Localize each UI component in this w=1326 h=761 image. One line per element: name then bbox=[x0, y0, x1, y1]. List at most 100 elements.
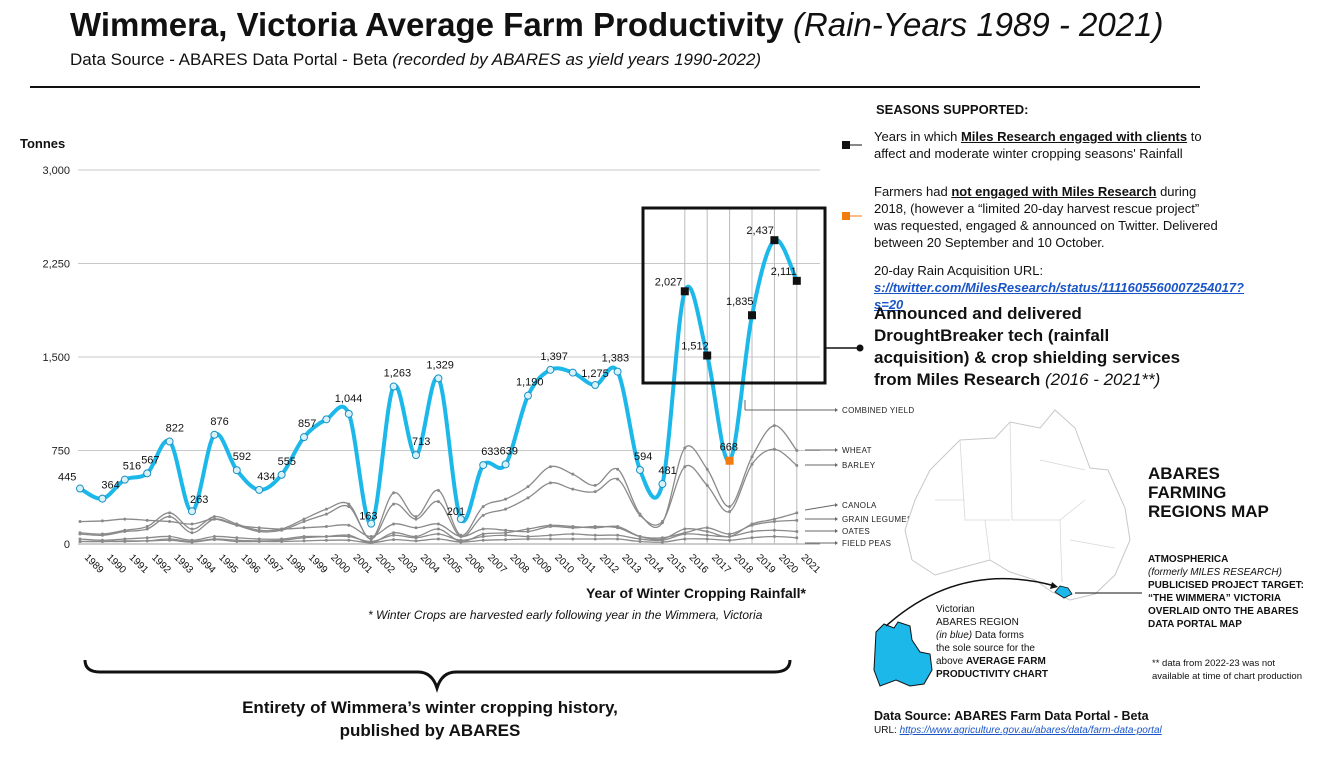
footnote2-line: available at time of chart production bbox=[1152, 671, 1302, 682]
series-point bbox=[616, 526, 620, 530]
series-point bbox=[392, 491, 396, 495]
series-point bbox=[683, 537, 687, 541]
subtitle-main: Data Source - ABARES Data Portal - Beta bbox=[70, 50, 388, 69]
series-point bbox=[257, 530, 261, 534]
data-label: 1,190 bbox=[516, 377, 544, 389]
data-source-url: URL: https://www.agriculture.gov.au/abar… bbox=[874, 725, 1162, 736]
series-point bbox=[145, 527, 149, 531]
combined-yield-point bbox=[524, 391, 532, 400]
series-point bbox=[728, 535, 732, 539]
vic-line: (in blue) Data forms bbox=[936, 629, 1048, 642]
series-point bbox=[123, 539, 127, 543]
x-tick-label: 2018 bbox=[731, 552, 755, 576]
vic-line: ABARES REGION bbox=[936, 617, 1019, 628]
series-point bbox=[593, 483, 597, 487]
x-tick-label: 1994 bbox=[194, 552, 218, 576]
twitter-link[interactable]: s://twitter.com/MilesResearch/status/111… bbox=[874, 280, 1244, 312]
series-point bbox=[190, 531, 194, 535]
data-label: 1,512 bbox=[681, 341, 709, 353]
series-point bbox=[414, 517, 418, 521]
leader-arrow bbox=[835, 463, 838, 467]
series-point bbox=[436, 527, 440, 531]
series-point bbox=[750, 536, 754, 540]
x-tick-label: 2013 bbox=[619, 552, 643, 576]
series-point bbox=[78, 537, 82, 541]
combined-yield-point bbox=[591, 381, 600, 390]
legend-marker-rescue bbox=[842, 212, 850, 220]
series-point bbox=[145, 539, 149, 543]
series-point bbox=[683, 527, 687, 531]
series-point bbox=[369, 541, 373, 545]
combined-yield-point bbox=[255, 485, 264, 494]
series-point bbox=[212, 538, 216, 542]
region-connector-arrow bbox=[885, 577, 1056, 627]
series-point bbox=[324, 512, 328, 516]
vic-line: Victorian bbox=[936, 604, 975, 615]
header-divider bbox=[30, 86, 1200, 88]
legend-item2-emphasis: not engaged with Miles Research bbox=[951, 184, 1157, 199]
combined-yield-point bbox=[277, 470, 286, 479]
series-point bbox=[795, 511, 799, 515]
series-point bbox=[728, 505, 732, 509]
series-point bbox=[571, 526, 575, 530]
series-point bbox=[145, 518, 149, 522]
series-point bbox=[100, 533, 104, 537]
x-tick-label: 2003 bbox=[395, 552, 419, 576]
footnote2-line: ** data from 2022-23 was not bbox=[1152, 658, 1276, 669]
leader-arrow bbox=[835, 541, 838, 545]
series-point bbox=[616, 477, 620, 481]
combined-yield-point bbox=[143, 469, 152, 478]
series-point bbox=[705, 530, 709, 534]
data-label: 2,111 bbox=[771, 266, 797, 278]
legend-heading: SEASONS SUPPORTED: bbox=[876, 102, 1029, 117]
data-label: 668 bbox=[720, 442, 738, 454]
legend-item2-text: Farmers had bbox=[874, 184, 952, 199]
series-point bbox=[347, 523, 351, 527]
combined-yield-point bbox=[344, 409, 353, 418]
data-label: 1,275 bbox=[581, 368, 609, 380]
series-point bbox=[548, 481, 552, 485]
region-border bbox=[959, 439, 1010, 521]
series-point bbox=[347, 535, 351, 539]
series-point bbox=[481, 505, 485, 509]
series-point bbox=[123, 517, 127, 521]
page-subtitle: Data Source - ABARES Data Portal - Beta … bbox=[70, 50, 761, 70]
data-label: 445 bbox=[58, 472, 76, 484]
highlight-box bbox=[641, 206, 827, 385]
victorian-region-note: Victorian ABARES REGION (in blue) Data f… bbox=[936, 603, 1048, 681]
series-point bbox=[504, 538, 508, 542]
vic-line-italic: (in blue) bbox=[936, 630, 973, 641]
series-point bbox=[504, 507, 508, 511]
x-tick-label: 1991 bbox=[127, 552, 151, 576]
series-point bbox=[660, 520, 664, 524]
bracket-caption: Entirety of Wimmera’s winter cropping hi… bbox=[242, 698, 618, 740]
series-point bbox=[705, 483, 709, 487]
series-point bbox=[616, 533, 620, 537]
series-point bbox=[571, 487, 575, 491]
series-point bbox=[190, 527, 194, 531]
series-point bbox=[750, 455, 754, 459]
series-point bbox=[168, 538, 172, 542]
region-border bbox=[984, 519, 991, 561]
data-label: 567 bbox=[141, 454, 159, 466]
victoria-region-large bbox=[873, 621, 933, 687]
x-tick-label: 1995 bbox=[216, 552, 240, 576]
series-label: WHEAT bbox=[842, 446, 872, 455]
y-tick-label: 750 bbox=[52, 446, 70, 458]
legend-item1-text-end: to affect and moderate winter cropping s… bbox=[874, 129, 1202, 161]
abares-portal-link[interactable]: https://www.agriculture.gov.au/abares/da… bbox=[899, 725, 1162, 736]
atmo-line: OVERLAID ONTO THE ABARES bbox=[1148, 606, 1299, 617]
australia-map bbox=[904, 409, 1142, 601]
atmo-line: DATA PORTAL MAP bbox=[1148, 619, 1242, 630]
series-point bbox=[705, 533, 709, 537]
series-point bbox=[750, 462, 754, 466]
series-point bbox=[324, 507, 328, 511]
combined-yield-point bbox=[501, 460, 510, 469]
region-border bbox=[1039, 459, 1086, 471]
series-point bbox=[347, 538, 351, 542]
data-label: 555 bbox=[278, 456, 296, 468]
series-label: COMBINED YIELD bbox=[842, 406, 915, 415]
crop-series-layer bbox=[78, 424, 799, 545]
series-point bbox=[145, 525, 149, 529]
vic-line-bold: AVERAGE FARM bbox=[966, 656, 1046, 667]
